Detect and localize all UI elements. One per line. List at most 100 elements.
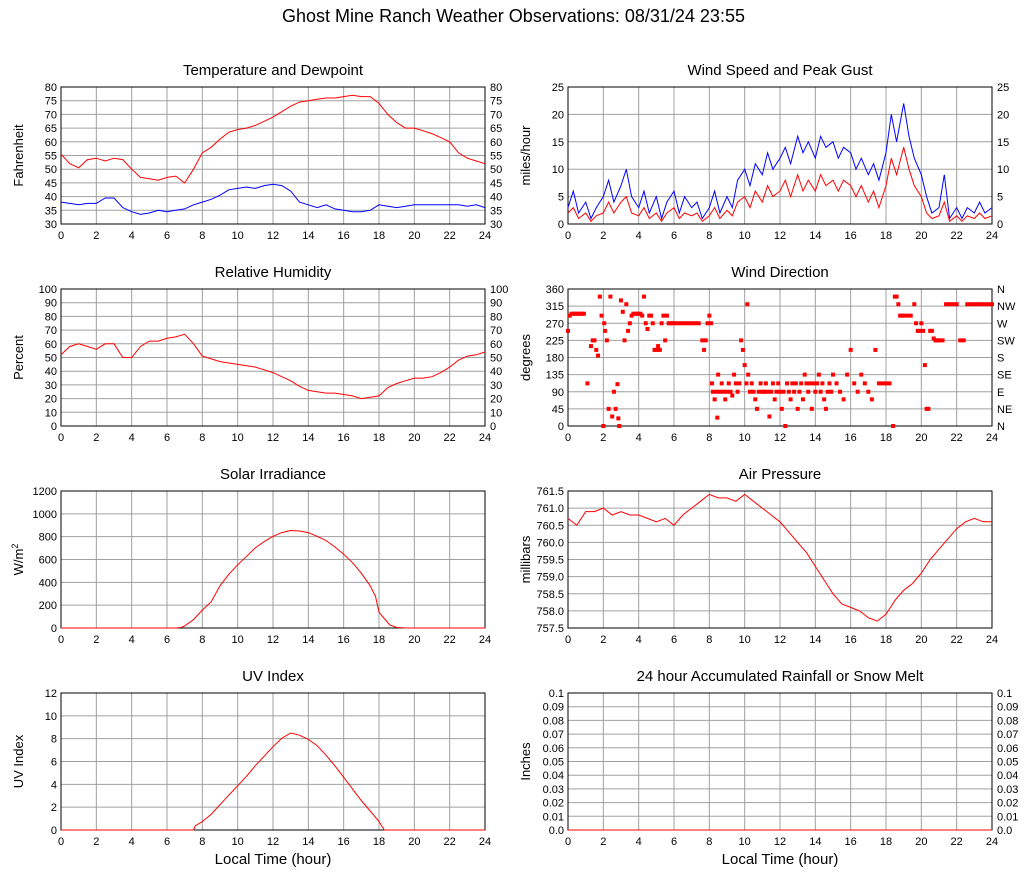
right-y-tick-label: 50	[490, 353, 502, 365]
y-tick-label: 0	[558, 219, 564, 231]
data-point	[926, 406, 931, 411]
x-tick-label: 20	[915, 836, 927, 848]
data-point	[588, 344, 593, 349]
y-axis-label: degrees	[518, 334, 533, 381]
y-tick-label: 90	[552, 387, 564, 399]
data-point	[799, 381, 804, 386]
data-point	[672, 321, 676, 326]
right-y-tick-label: 0.07	[997, 729, 1018, 741]
x-tick-label: 18	[373, 230, 385, 242]
data-point	[859, 372, 864, 377]
data-point	[866, 389, 871, 394]
data-point	[608, 294, 613, 299]
series-line	[567, 493, 992, 622]
data-point	[707, 313, 712, 318]
y-tick-label: 40	[45, 366, 57, 378]
data-point	[829, 389, 834, 394]
series-line	[567, 103, 993, 221]
x-tick-label: 14	[809, 634, 821, 646]
x-tick-label: 12	[267, 230, 279, 242]
data-point	[714, 389, 719, 394]
x-tick-label: 16	[845, 634, 857, 646]
data-point	[947, 302, 952, 307]
data-point	[804, 381, 809, 386]
data-point	[774, 389, 779, 394]
x-tick-label: 6	[164, 432, 170, 444]
data-point	[802, 372, 807, 377]
right-y-tick-label: SE	[997, 370, 1012, 382]
data-point	[715, 415, 720, 420]
x-tick-label: 22	[444, 230, 456, 242]
data-point	[686, 321, 691, 326]
x-tick-label: 10	[232, 836, 244, 848]
right-y-tick-label: 0	[997, 219, 1003, 231]
x-tick-label: 22	[951, 230, 963, 242]
x-tick-label: 0	[565, 230, 571, 242]
data-point	[654, 347, 659, 352]
y-tick-label: 5	[558, 192, 564, 204]
y-tick-label: 70	[45, 325, 57, 337]
right-y-tick-label: 10	[997, 164, 1009, 176]
x-tick-label: 8	[199, 432, 205, 444]
y-tick-label: 80	[45, 82, 57, 94]
data-point	[758, 381, 763, 386]
y-tick-label: 10	[552, 164, 564, 176]
data-point	[604, 338, 609, 343]
data-point	[643, 321, 648, 326]
x-tick-label: 16	[845, 836, 857, 848]
data-point	[712, 397, 717, 402]
y-axis-label: Inches	[518, 742, 533, 781]
data-point	[929, 328, 934, 333]
data-point	[986, 302, 991, 307]
plot-frame	[60, 288, 486, 427]
data-point	[645, 326, 650, 331]
x-tick-label: 14	[302, 634, 314, 646]
data-point	[740, 347, 745, 352]
page-title: Ghost Mine Ranch Weather Observations: 0…	[282, 6, 745, 26]
data-point	[622, 338, 627, 343]
data-point	[822, 397, 827, 402]
data-point	[891, 424, 896, 428]
data-point	[954, 302, 959, 307]
y-tick-label: 758.0	[536, 606, 564, 618]
chart-title: Solar Irradiance	[220, 466, 326, 483]
data-point	[779, 406, 784, 411]
x-tick-label: 8	[706, 230, 712, 242]
right-y-tick-label: 0.01	[997, 811, 1018, 823]
data-point	[744, 381, 749, 386]
data-point	[611, 389, 616, 394]
x-tick-label: 18	[373, 634, 385, 646]
data-point	[921, 328, 926, 333]
right-y-tick-label: 5	[997, 192, 1003, 204]
data-point	[627, 321, 632, 326]
x-tick-label: 4	[636, 230, 642, 242]
data-point	[689, 321, 694, 326]
chart-title: Relative Humidity	[215, 264, 332, 281]
data-point	[739, 338, 744, 343]
data-point	[831, 372, 835, 377]
y-tick-label: 60	[45, 339, 57, 351]
right-y-tick-label: N	[997, 421, 1005, 433]
x-tick-label: 4	[636, 432, 642, 444]
data-point	[603, 328, 608, 333]
x-tick-label: 24	[479, 230, 491, 242]
data-point	[756, 389, 761, 394]
right-y-tick-label: E	[997, 387, 1004, 399]
data-point	[601, 424, 606, 428]
data-point	[663, 338, 668, 343]
x-tick-label: 14	[302, 432, 314, 444]
x-tick-label: 6	[671, 634, 677, 646]
data-point	[649, 313, 654, 318]
data-point	[975, 302, 980, 307]
data-point	[700, 338, 705, 343]
data-point	[816, 372, 821, 377]
chart-rain: 24 hour Accumulated Rainfall or Snow Mel…	[518, 668, 1018, 868]
data-point	[765, 389, 770, 394]
y-tick-label: 758.5	[536, 589, 564, 601]
y-tick-label: 80	[45, 311, 57, 323]
y-tick-label: 0.1	[549, 688, 564, 700]
y-tick-label: 0.02	[543, 798, 564, 810]
